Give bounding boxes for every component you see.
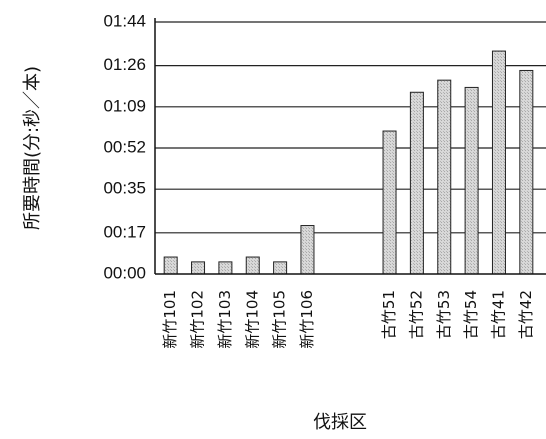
bar <box>491 50 506 275</box>
x-category-label: 新竹102 <box>189 290 207 349</box>
bar <box>163 256 178 275</box>
bar <box>191 261 206 275</box>
bar <box>409 91 424 275</box>
y-tick-label: 01:44 <box>103 11 146 30</box>
y-tick-labels: 00:00 00:17 00:35 00:52 01:09 01:26 01:44 <box>103 11 146 282</box>
grid-lines <box>155 21 546 234</box>
x-category-label: 古竹41 <box>489 290 507 339</box>
y-tick-label: 01:26 <box>103 55 146 74</box>
y-tick-label: 00:35 <box>103 179 146 198</box>
x-category-label: 古竹52 <box>407 290 425 339</box>
bar <box>519 69 534 275</box>
bar <box>218 261 233 275</box>
x-category-label: 古竹54 <box>462 290 480 339</box>
y-tick-label: 00:17 <box>103 222 146 241</box>
x-category-label: 古竹53 <box>435 290 453 339</box>
axes <box>154 18 546 275</box>
category-labels: 新竹101 新竹102 新竹103 新竹104 新竹105 新竹106 古竹51 古竹52 古竹… <box>161 290 535 349</box>
x-category-label: 新竹101 <box>161 290 179 349</box>
bar <box>437 79 452 275</box>
bars <box>163 50 534 275</box>
bar <box>300 225 315 275</box>
x-category-label: 新竹104 <box>243 290 261 349</box>
x-category-label: 古竹42 <box>517 290 535 339</box>
x-axis-title: 伐採区 <box>313 412 367 433</box>
y-tick-label: 00:52 <box>103 137 146 156</box>
x-category-label: 新竹105 <box>271 290 289 349</box>
bar <box>273 261 288 275</box>
y-tick-label: 00:00 <box>103 263 146 282</box>
x-category-label: 古竹51 <box>380 290 398 339</box>
y-tick-label: 01:09 <box>103 96 146 115</box>
bar <box>382 130 397 275</box>
x-category-label: 新竹103 <box>216 290 234 349</box>
y-axis-title: 所要時間(分:秒／本) <box>22 66 43 230</box>
bar <box>464 86 479 275</box>
x-category-label: 新竹106 <box>298 290 316 349</box>
bar <box>245 256 260 275</box>
